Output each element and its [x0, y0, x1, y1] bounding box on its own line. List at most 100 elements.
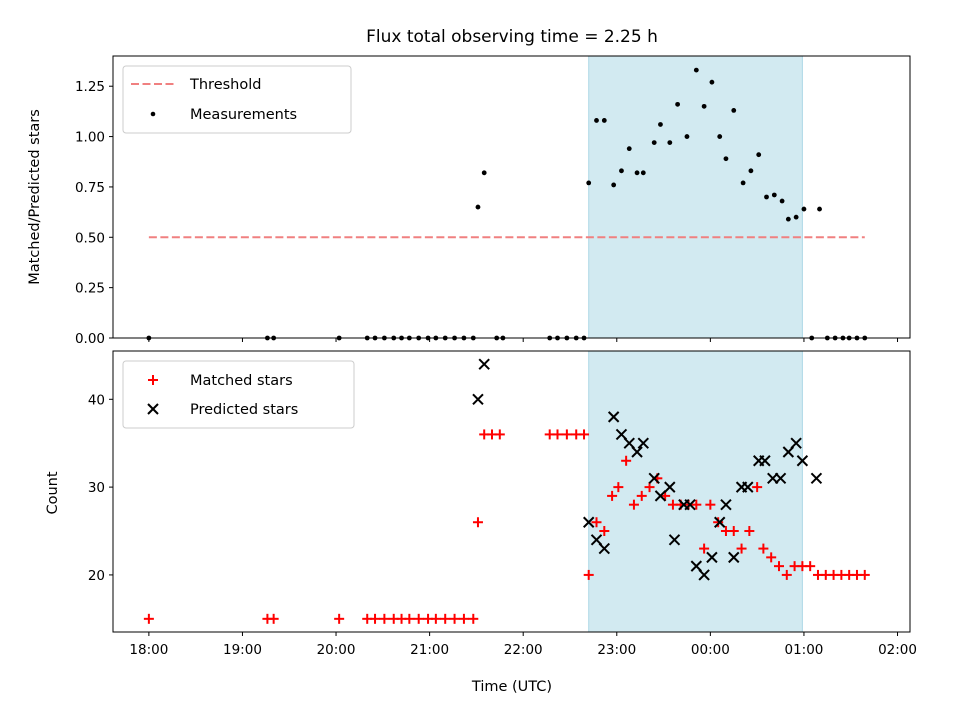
predicted-point	[796, 455, 809, 467]
matched-point	[728, 526, 739, 537]
predicted-legend-label: Predicted stars	[190, 402, 298, 418]
matched-point	[607, 490, 618, 501]
bottom-x-tick-label: 19:00	[223, 642, 262, 658]
matched-point	[758, 543, 769, 554]
matched-point	[413, 613, 424, 624]
measurement-point	[586, 180, 592, 186]
top-legend: Threshold Measurements	[122, 65, 352, 134]
bottom-x-tick-label: 02:00	[878, 642, 917, 658]
bottom-axes-frame	[112, 350, 911, 633]
measurement-point	[801, 206, 807, 212]
top-legend-box	[122, 65, 352, 134]
measurement-point	[611, 182, 617, 188]
predicted-point	[648, 472, 660, 485]
bottom-series-0	[143, 429, 870, 624]
matched-point	[766, 552, 777, 563]
measurement-point	[723, 156, 729, 162]
measurement-point	[651, 140, 657, 146]
matched-point	[458, 613, 469, 624]
measurements-legend-label: Measurements	[190, 107, 297, 123]
matched-point	[773, 561, 784, 572]
measurement-point	[594, 118, 599, 123]
measurement-point	[756, 152, 762, 158]
matched-point	[621, 455, 632, 466]
measurement-point	[771, 192, 777, 198]
matched-point	[636, 490, 647, 501]
matched-point	[591, 517, 602, 528]
matched-point	[552, 429, 563, 440]
measurements-legend-swatch	[150, 111, 156, 117]
predicted-point	[774, 472, 787, 485]
predicted-point	[472, 393, 484, 406]
measurement-point	[748, 168, 754, 174]
predicted-point	[720, 498, 732, 511]
matched-point	[561, 429, 572, 440]
bottom-panel: 20 30 40 18:00 19:00 20:00 21:00 22:00 23:00 00:0…	[88, 350, 917, 658]
measurement-point	[764, 194, 769, 200]
matched-point	[613, 482, 624, 493]
top-y-tick-label: 1.00	[75, 130, 105, 146]
bottom-legend: Matched stars Predicted stars	[122, 360, 355, 429]
bottom-x-tick-label: 18:00	[129, 642, 168, 658]
predicted-point	[582, 516, 595, 528]
bottom-x-tick-label: 22:00	[504, 642, 543, 658]
predicted-point	[607, 411, 620, 423]
matched-legend-label: Matched stars	[190, 373, 293, 389]
top-y-tick-label: 0.50	[75, 230, 105, 246]
matched-point	[494, 429, 505, 440]
bottom-y-tick-label: 30	[88, 480, 105, 496]
measurement-point	[658, 122, 663, 127]
predicted-point	[684, 498, 696, 511]
matched-point	[805, 561, 816, 572]
matched-point	[644, 482, 655, 493]
predicted-point	[478, 358, 490, 370]
bottom-y-tick-label: 20	[88, 568, 105, 584]
measurement-point	[601, 118, 607, 123]
top-y-tick-label: 0.25	[75, 281, 105, 297]
predicted-point	[664, 481, 676, 493]
measurement-point	[619, 168, 624, 174]
predicted-point	[742, 481, 754, 493]
matched-point	[472, 517, 483, 528]
top-shaded-region	[588, 56, 803, 338]
matched-point	[268, 613, 279, 624]
predicted-point	[714, 516, 726, 528]
matched-point	[599, 526, 610, 537]
matched-point	[579, 429, 590, 440]
predicted-point	[654, 490, 667, 502]
top-y-tick-label: 1.25	[75, 79, 105, 95]
top-y-tick-label: 0.00	[75, 331, 105, 347]
chart-title: Flux total observing time = 2.25 h	[366, 27, 658, 47]
top-y-tick-label: 0.75	[75, 180, 105, 196]
measurement-point	[731, 107, 737, 113]
matched-legend-swatch	[148, 375, 158, 385]
matched-point	[379, 613, 390, 624]
measurement-point	[740, 180, 746, 186]
top-y-axis-label: Matched/Predicted stars	[27, 109, 43, 285]
measurement-point	[709, 79, 715, 85]
predicted-point	[759, 455, 771, 467]
matched-point	[705, 499, 716, 510]
measurement-point	[817, 206, 822, 212]
predicted-point	[698, 569, 710, 581]
predicted-point	[631, 446, 643, 458]
measurement-point	[684, 134, 690, 139]
top-axes-frame	[112, 55, 911, 339]
predicted-point	[728, 551, 740, 564]
bottom-y-tick-label: 40	[88, 392, 105, 408]
threshold-legend-label: Threshold	[189, 77, 261, 93]
measurement-point	[667, 140, 673, 146]
matched-point	[430, 613, 441, 624]
predicted-point	[706, 551, 718, 564]
matched-point	[440, 613, 451, 624]
matched-point	[404, 613, 415, 624]
matched-point	[736, 543, 747, 554]
matched-point	[334, 613, 345, 624]
matched-point	[628, 499, 639, 510]
bottom-x-tick-label: 23:00	[597, 642, 636, 658]
matched-point	[781, 569, 792, 580]
matched-point	[699, 543, 710, 554]
measurement-point	[785, 216, 791, 222]
bottom-x-tick-label: 00:00	[691, 642, 730, 658]
